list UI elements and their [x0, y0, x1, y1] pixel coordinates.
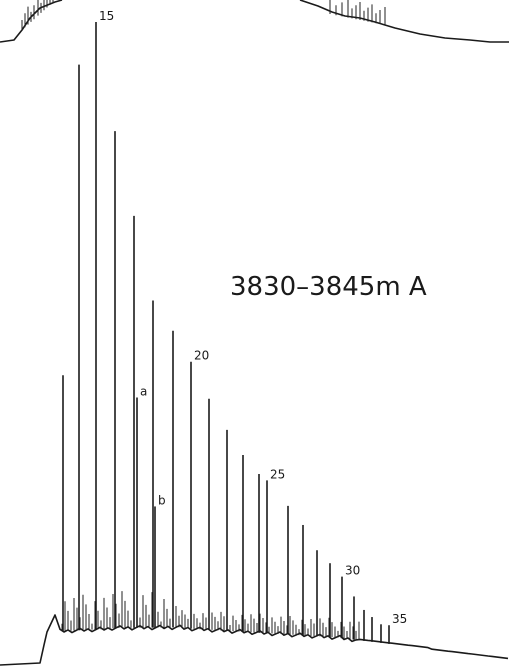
peak-label-p30: 30 [345, 564, 360, 578]
peak-label-pa: a [140, 385, 147, 399]
chromatogram-baseline [0, 614, 509, 666]
peak-label-p35: 35 [392, 612, 407, 626]
peak-label-p20: 20 [194, 349, 209, 363]
peak-label-p15: 15 [99, 9, 114, 23]
peak-label-p25: 25 [270, 467, 285, 481]
lower-chromatogram-panel: 15 a b 20 25 30 35 [0, 9, 509, 666]
upper-chromatogram-panel [0, 0, 509, 43]
upper-baseline [0, 0, 509, 43]
peak-label-pb: b [158, 493, 166, 507]
sample-depth-label: 3830–3845m A [230, 272, 427, 302]
